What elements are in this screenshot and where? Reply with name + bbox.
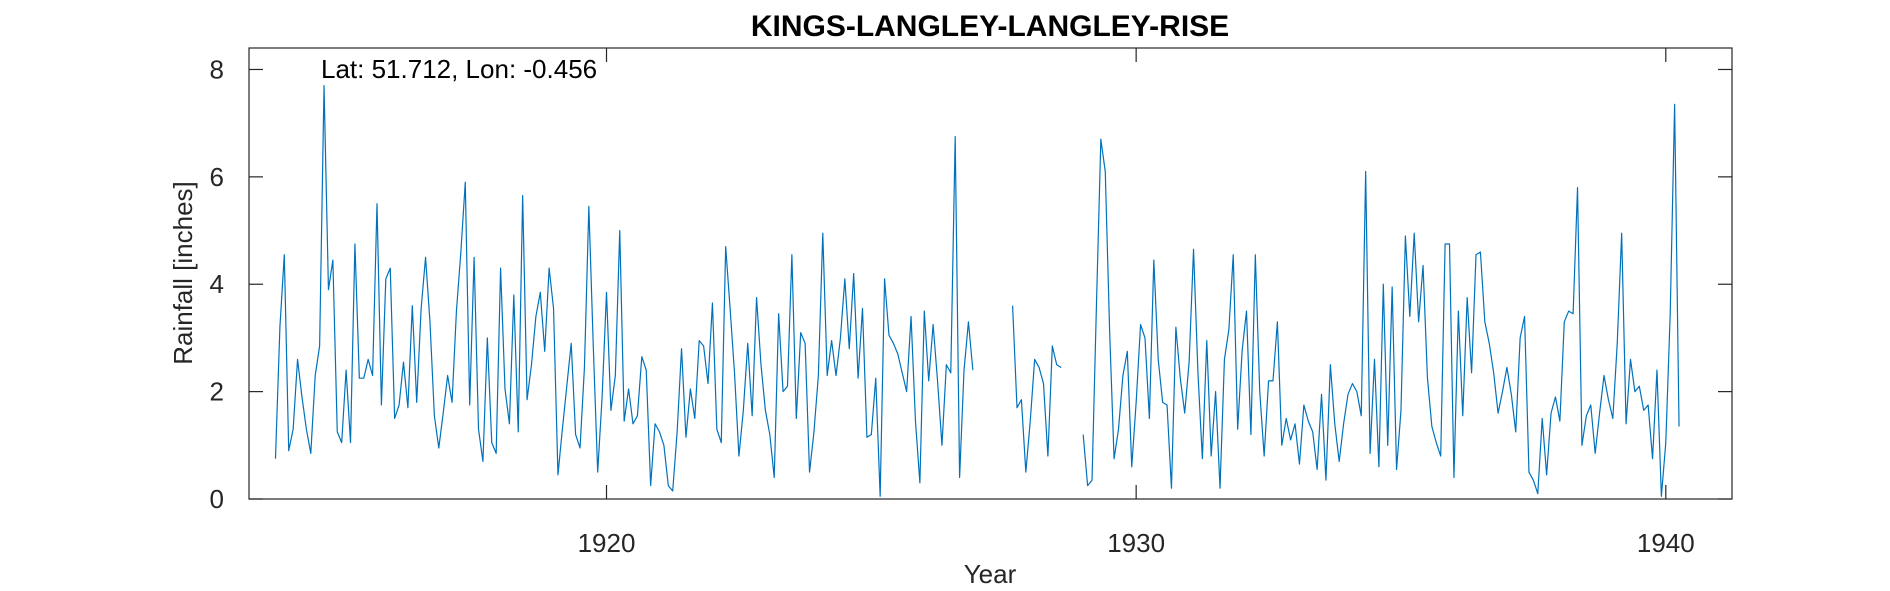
location-annotation: Lat: 51.712, Lon: -0.456 <box>321 54 597 84</box>
axis-tick-labels: 1920 1930 1940 0 2 4 6 8 <box>210 54 1695 558</box>
x-axis-label: Year <box>964 559 1017 589</box>
chart-title: KINGS-LANGLEY-LANGLEY-RISE <box>751 10 1229 43</box>
x-tick-label: 1940 <box>1637 528 1695 558</box>
plot-frame <box>248 47 1733 500</box>
x-tick-label: 1930 <box>1107 528 1165 558</box>
axis-ticks <box>249 48 1732 500</box>
rainfall-series-segment <box>1011 305 1062 473</box>
y-tick-label: 8 <box>210 54 224 84</box>
series-lines <box>274 84 1680 497</box>
x-tick-label: 1920 <box>578 528 636 558</box>
y-tick-label: 0 <box>210 484 224 514</box>
y-tick-label: 2 <box>210 377 224 407</box>
y-axis-label: Rainfall [inches] <box>168 181 198 365</box>
rainfall-series-segment <box>1082 103 1680 497</box>
y-tick-label: 4 <box>210 269 224 299</box>
y-tick-label: 6 <box>210 162 224 192</box>
rainfall-series-segment <box>274 84 974 497</box>
